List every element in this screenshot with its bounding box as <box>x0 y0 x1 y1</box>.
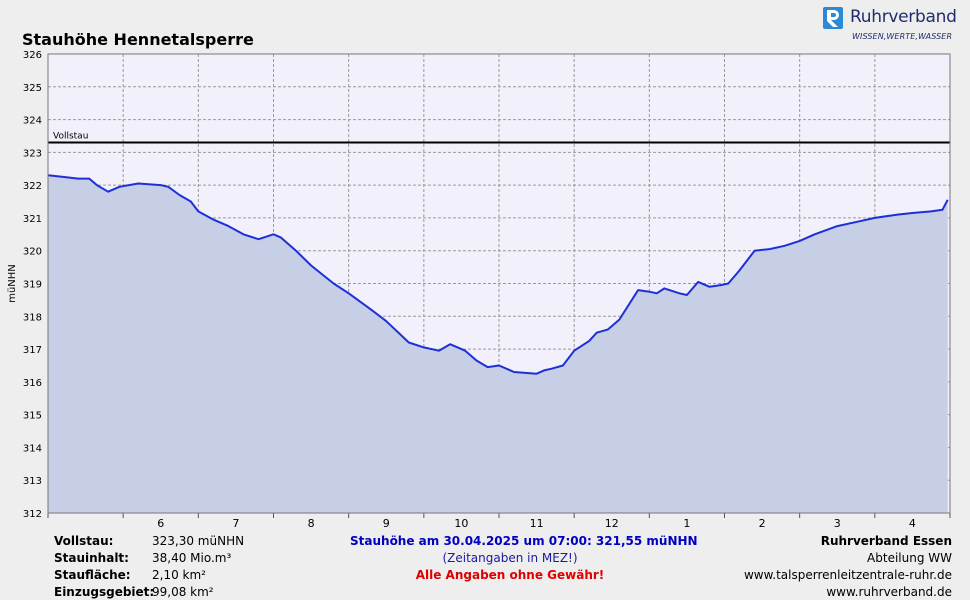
x-tick-label: 4 <box>909 517 916 530</box>
y-tick-label: 321 <box>23 214 42 225</box>
website-link-tlz[interactable]: www.talsperrenleitzentrale-ruhr.de <box>743 568 952 582</box>
vollstau-reference-label: Vollstau <box>53 132 88 142</box>
y-tick-label: 326 <box>23 50 42 61</box>
x-tick-label: 12 <box>605 517 619 530</box>
y-tick-label: 323 <box>23 148 42 159</box>
stauflaeche-label: Staufläche: <box>54 568 131 582</box>
website-link-ruhrverband[interactable]: www.ruhrverband.de <box>826 585 952 599</box>
x-tick-label: 11 <box>530 517 544 530</box>
y-tick-label: 313 <box>23 476 42 487</box>
logo-slogan: WISSEN,WERTE,WASSER <box>852 32 953 41</box>
ruhrverband-logo-icon <box>823 7 843 29</box>
y-tick-label: 318 <box>23 312 42 323</box>
y-tick-label: 314 <box>23 443 42 454</box>
ruhrverband-logo: Ruhrverband WISSEN,WERTE,WASSER <box>822 6 962 46</box>
current-level-text: Stauhöhe am 30.04.2025 um 07:00: 321,55 … <box>350 534 698 548</box>
page-title: Stauhöhe Hennetalsperre <box>22 30 254 49</box>
water-level-area <box>48 175 948 514</box>
x-tick-label: 9 <box>383 517 390 530</box>
stauinhalt-value: 38,40 Mio.m³ <box>152 551 232 565</box>
y-tick-label: 315 <box>23 411 42 422</box>
y-tick-label: 312 <box>23 509 42 520</box>
timezone-note: (Zeitangaben in MEZ!) <box>442 551 578 565</box>
y-tick-label: 325 <box>23 83 42 94</box>
y-tick-label: 322 <box>23 181 42 192</box>
water-level-line <box>47 174 949 375</box>
y-tick-label: 320 <box>23 247 42 258</box>
disclaimer-text: Alle Angaben ohne Gewähr! <box>415 568 605 582</box>
y-tick-label: 319 <box>23 280 42 291</box>
y-tick-label: 317 <box>23 345 42 356</box>
x-tick-label: 1 <box>683 517 690 530</box>
logo-name: Ruhrverband <box>850 7 957 27</box>
einzugsgebiet-value: 99,08 km² <box>152 585 214 599</box>
y-axis-label: müNHN <box>7 264 18 303</box>
stauinhalt-label: Stauinhalt: <box>54 551 129 565</box>
x-tick-label: 8 <box>308 517 315 530</box>
x-tick-label: 7 <box>232 517 239 530</box>
vollstau-value: 323,30 müNHN <box>152 534 245 548</box>
x-tick-label: 2 <box>759 517 766 530</box>
department-name: Abteilung WW <box>867 551 952 565</box>
y-tick-label: 316 <box>23 378 42 389</box>
plot-border <box>47 53 951 514</box>
stauflaeche-value: 2,10 km² <box>152 568 206 582</box>
x-tick-label: 10 <box>454 517 468 530</box>
vollstau-label: Vollstau: <box>54 534 114 548</box>
org-name: Ruhrverband Essen <box>820 534 952 548</box>
x-tick-label: 6 <box>157 517 164 530</box>
y-tick-label: 324 <box>23 116 42 127</box>
einzugsgebiet-label: Einzugsgebiet: <box>54 585 155 599</box>
x-tick-label: 3 <box>834 517 841 530</box>
